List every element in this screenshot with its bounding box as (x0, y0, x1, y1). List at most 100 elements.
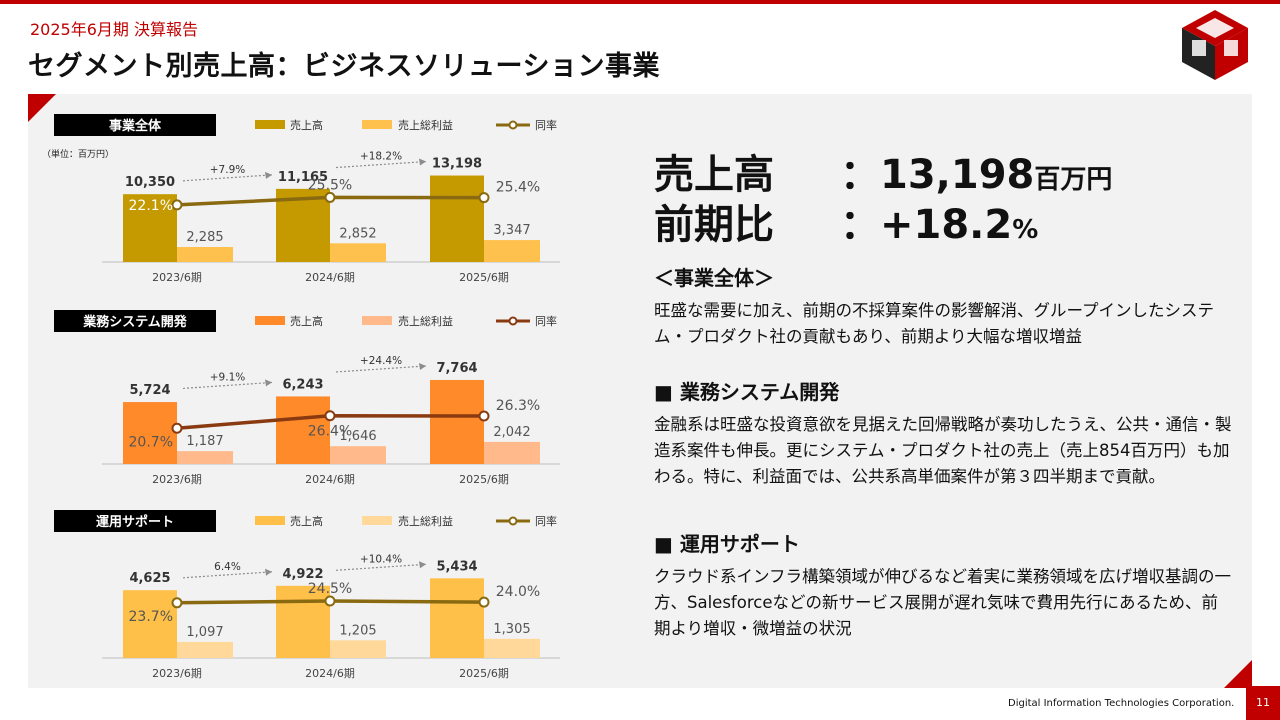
rate-value-label: 24.0% (496, 584, 540, 600)
growth-label: +7.9% (210, 164, 245, 176)
growth-arrowhead (419, 362, 426, 370)
bar-gross (177, 247, 233, 262)
rate-marker (171, 199, 183, 211)
sales-value-label: 4,922 (282, 567, 323, 582)
summary-yoy-label: 前期比 (654, 202, 774, 248)
rate-value-label: 26.3% (496, 398, 540, 414)
summary-sales-unit: 百万円 (1034, 165, 1113, 195)
rate-marker (324, 595, 336, 607)
chart-title: 運用サポート (96, 514, 174, 530)
growth-arrow (335, 160, 427, 169)
growth-arrow (335, 365, 427, 373)
legend-rate-label: 同率 (535, 314, 557, 328)
bar-gross (484, 240, 540, 262)
growth-label: 6.4% (214, 561, 241, 573)
growth-arrow (182, 571, 273, 579)
sales-value-label: 13,198 (432, 157, 482, 172)
overall-body: 旺盛な需要に加え、前期の不採算案件の影響解消、グループインしたシステム・プロダク… (654, 301, 1215, 346)
rate-marker (478, 596, 490, 608)
summary-sales-value: ：13,198 (840, 152, 1035, 198)
rate-marker (324, 410, 336, 422)
legend-sales-swatch (255, 316, 285, 325)
summary-yoy-unit: % (1012, 215, 1039, 245)
sales-value-label: 5,724 (129, 383, 170, 398)
bar-sales (123, 590, 177, 658)
summary-yoy-value: ：+18.2 (840, 202, 1013, 248)
chart-title-bg (54, 114, 216, 136)
rate-marker (478, 410, 490, 422)
content-panel (28, 94, 1252, 688)
bar-gross (484, 638, 540, 658)
gross-value-label: 1,097 (186, 625, 223, 640)
rate-value-label: 20.7% (129, 434, 173, 450)
x-tick-label: 2025/6期 (459, 473, 509, 486)
legend-gross-label: 売上総利益 (398, 118, 453, 132)
bar-gross (484, 441, 540, 464)
rate-value-label: 25.4% (496, 180, 540, 196)
ops-heading: ■ 運用サポート (654, 532, 800, 556)
gross-value-label: 1,646 (339, 429, 376, 444)
legend-sales-label: 売上高 (290, 514, 323, 528)
corner-accent-top-left (28, 94, 56, 122)
bar-gross (330, 446, 386, 464)
page-number-badge (1246, 686, 1280, 720)
sales-value-label: 7,764 (436, 361, 477, 376)
legend-rate-marker (508, 516, 518, 526)
legend-sales-label: 売上高 (290, 314, 323, 328)
gross-value-label: 3,347 (493, 223, 530, 238)
gross-value-label: 2,852 (339, 226, 376, 241)
growth-arrowhead (419, 158, 426, 166)
bar-gross (177, 451, 233, 464)
legend-rate-marker (508, 316, 518, 326)
x-tick-label: 2023/6期 (152, 667, 202, 680)
chart-title: 業務システム開発 (82, 314, 188, 330)
legend-gross-swatch (362, 120, 392, 129)
unit-note: （単位：百万円） (42, 148, 114, 160)
ops-body: クラウド系インフラ構築領域が伸びるなど着実に業務領域を広げ増収基調の一方、Sal… (654, 567, 1232, 638)
sales-value-label: 11,165 (278, 170, 328, 185)
rate-marker (324, 191, 336, 203)
bar-sales (276, 396, 330, 464)
x-tick-label: 2024/6期 (305, 473, 355, 486)
rate-value-label: 25.5% (308, 177, 352, 193)
bar-sales (430, 379, 484, 464)
overall-heading: ＜事業全体＞ (654, 266, 774, 290)
dev-body: 金融系は旺盛な投資意欲を見据えた回帰戦略が奏功したうえ、公共・通信・製造系案件も… (654, 415, 1232, 486)
x-tick-label: 2025/6期 (459, 271, 509, 284)
chart-title-bg (54, 310, 216, 332)
growth-label: +24.4% (360, 355, 402, 367)
sales-value-label: 5,434 (436, 559, 477, 574)
x-tick-label: 2023/6期 (152, 473, 202, 486)
bar-sales (123, 402, 177, 464)
growth-label: +10.4% (360, 553, 402, 565)
page-subtitle: 2025年6月期 決算報告 (30, 20, 198, 39)
dev-heading: ■ 業務システム開発 (654, 380, 840, 404)
corner-accent-bottom-right (1224, 660, 1252, 688)
bar-gross (330, 640, 386, 658)
gross-value-label: 1,205 (339, 623, 376, 638)
summary-sales-label: 売上高 (654, 152, 774, 198)
bar-gross (177, 641, 233, 658)
growth-arrow (335, 563, 427, 571)
growth-arrowhead (265, 568, 272, 576)
rate-marker (478, 192, 490, 204)
legend-gross-swatch (362, 516, 392, 525)
page-number: 11 (1256, 696, 1270, 709)
legend-rate-label: 同率 (535, 514, 557, 528)
chart-title-bg (54, 510, 216, 532)
rate-marker (171, 597, 183, 609)
legend-rate-label: 同率 (535, 118, 557, 132)
gross-value-label: 1,305 (493, 622, 530, 637)
legend-sales-label: 売上高 (290, 118, 323, 132)
chart-title: 事業全体 (109, 118, 162, 134)
x-tick-label: 2024/6期 (305, 271, 355, 284)
legend-gross-label: 売上総利益 (398, 314, 453, 328)
growth-arrowhead (265, 379, 272, 387)
sales-value-label: 6,243 (282, 377, 323, 392)
sales-value-label: 10,350 (125, 175, 175, 190)
gross-value-label: 2,042 (493, 425, 530, 440)
legend-sales-swatch (255, 516, 285, 525)
x-tick-label: 2024/6期 (305, 667, 355, 680)
growth-label: +9.1% (210, 371, 245, 383)
rate-value-label: 23.7% (129, 609, 173, 625)
